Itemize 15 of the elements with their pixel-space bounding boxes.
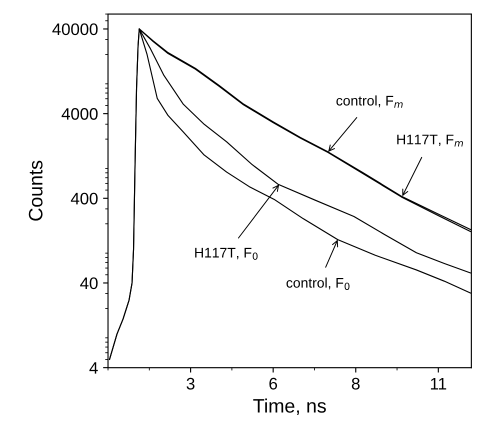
y-tick-label: 4 bbox=[89, 362, 98, 374]
y-axis-title: Counts bbox=[28, 160, 43, 221]
annotation: control, F$_{0}$ bbox=[286, 278, 350, 290]
y-tick-label: 400 bbox=[70, 192, 98, 205]
y-tick-label: 40000 bbox=[52, 23, 98, 36]
annotation: H117T, F$_{0}$ bbox=[195, 248, 258, 260]
x-tick-label: 3 bbox=[186, 378, 194, 390]
x-tick-label: 11 bbox=[430, 378, 446, 390]
x-tick-label: 8 bbox=[352, 378, 360, 390]
x-tick-label: 6 bbox=[269, 378, 278, 390]
y-tick-label: 4000 bbox=[62, 108, 98, 120]
annotation: H117T, F$_{m}$ bbox=[397, 134, 463, 147]
annotation: control, F$_{m}$ bbox=[336, 95, 403, 108]
x-axis-title: Time, ns bbox=[253, 398, 326, 416]
y-tick-label: 40 bbox=[80, 277, 98, 290]
